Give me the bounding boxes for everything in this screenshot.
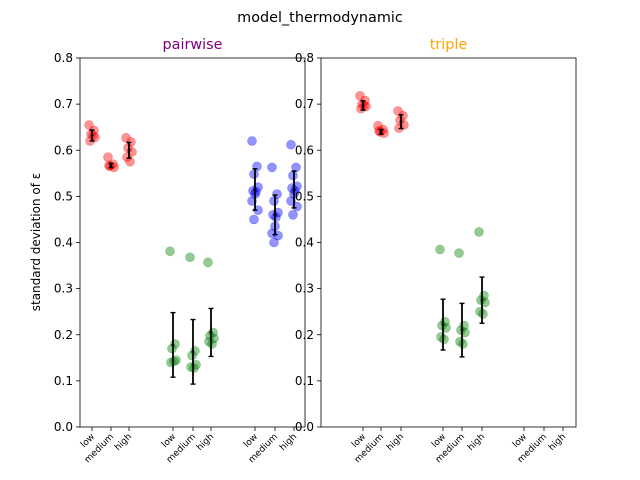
mean-marker	[127, 148, 131, 152]
group-red-low	[355, 91, 371, 114]
group-red-high	[393, 106, 409, 133]
data-point	[189, 363, 199, 373]
group-green-high	[203, 257, 219, 358]
y-axis-label: standard deviation of ε	[29, 173, 43, 312]
data-point	[373, 121, 383, 131]
data-point	[286, 139, 296, 150]
panel-1: triple0.00.10.20.30.40.50.60.70.8lowmedi…	[295, 37, 577, 465]
data-point	[458, 339, 468, 349]
y-tick-label: 0.6	[54, 143, 73, 157]
group-blue-medium	[267, 162, 283, 248]
data-point	[247, 136, 257, 146]
data-point	[269, 237, 279, 248]
y-tick-label: 0.1	[54, 374, 73, 388]
data-point	[357, 99, 367, 109]
y-tick-label: 0.2	[295, 328, 314, 342]
figure-suptitle: model_thermodynamic	[237, 10, 403, 26]
data-point	[185, 252, 195, 263]
group-green-low	[165, 246, 181, 378]
data-point	[169, 356, 179, 367]
group-green-low	[435, 244, 451, 351]
data-point	[454, 248, 464, 258]
x-tick-label: high	[278, 432, 299, 453]
group-blue-high	[286, 139, 302, 220]
mean-marker	[209, 330, 213, 334]
group-red-medium	[103, 152, 119, 173]
y-tick-label: 0.5	[54, 189, 73, 203]
panel-title: triple	[430, 37, 468, 53]
group-green-high	[474, 227, 490, 324]
y-tick-label: 0.8	[295, 51, 314, 65]
data-point	[478, 309, 488, 319]
data-point	[288, 170, 298, 181]
group-green-medium	[185, 252, 201, 385]
data-point	[121, 132, 131, 143]
y-tick-label: 0.2	[54, 328, 73, 342]
data-point	[395, 115, 405, 126]
y-tick-label: 0.4	[295, 236, 314, 250]
x-tick-label: high	[195, 432, 216, 453]
mean-marker	[253, 187, 257, 191]
group-blue-low	[247, 136, 263, 225]
y-tick-label: 0.0	[295, 420, 314, 434]
x-tick-label: high	[385, 432, 406, 453]
axes-frame	[320, 57, 577, 428]
data-point	[288, 210, 298, 220]
x-tick-label: high	[466, 432, 487, 453]
mean-marker	[399, 120, 403, 124]
mean-marker	[480, 298, 484, 302]
y-tick-label: 0.1	[295, 374, 314, 388]
data-point	[393, 106, 403, 116]
mean-marker	[379, 130, 383, 134]
chart-panels: pairwise0.00.10.20.30.40.50.60.70.8lowme…	[54, 37, 577, 465]
data-point	[84, 120, 94, 130]
y-tick-label: 0.7	[54, 97, 73, 111]
data-point	[125, 156, 135, 167]
mean-marker	[441, 323, 445, 327]
y-tick-label: 0.6	[295, 143, 314, 157]
mean-marker	[460, 328, 464, 332]
mean-marker	[171, 343, 175, 347]
group-red-high	[121, 132, 137, 167]
panel-0: pairwise0.00.10.20.30.40.50.60.70.8lowme…	[54, 37, 306, 465]
data-point	[355, 91, 365, 101]
data-point	[165, 246, 175, 257]
data-point	[474, 227, 484, 237]
group-red-medium	[373, 121, 389, 138]
y-tick-label: 0.3	[54, 282, 73, 296]
panel-title: pairwise	[163, 37, 223, 53]
data-point	[205, 330, 215, 341]
data-point	[291, 162, 301, 173]
y-tick-label: 0.8	[54, 51, 73, 65]
x-tick-label: high	[113, 432, 134, 453]
data-point	[290, 186, 300, 196]
mean-marker	[292, 187, 296, 191]
data-point	[267, 162, 277, 173]
data-point	[203, 257, 213, 268]
group-red-low	[84, 120, 100, 146]
mean-marker	[361, 104, 365, 108]
data-point	[435, 244, 445, 255]
mean-marker	[191, 350, 195, 354]
data-point	[249, 169, 259, 180]
axes-frame	[79, 57, 306, 428]
data-point	[249, 214, 259, 225]
data-point	[103, 152, 113, 162]
data-point	[269, 196, 279, 206]
y-tick-label: 0.7	[295, 97, 314, 111]
mean-marker	[109, 163, 113, 167]
y-tick-label: 0.0	[54, 420, 73, 434]
y-tick-label: 0.3	[295, 282, 314, 296]
data-point	[207, 339, 217, 349]
mean-marker	[90, 133, 94, 137]
data-point	[439, 334, 449, 345]
mean-marker	[273, 213, 277, 217]
x-tick-label: high	[547, 432, 568, 453]
y-tick-label: 0.5	[295, 189, 314, 203]
y-tick-label: 0.4	[54, 236, 73, 250]
group-green-medium	[454, 248, 470, 358]
